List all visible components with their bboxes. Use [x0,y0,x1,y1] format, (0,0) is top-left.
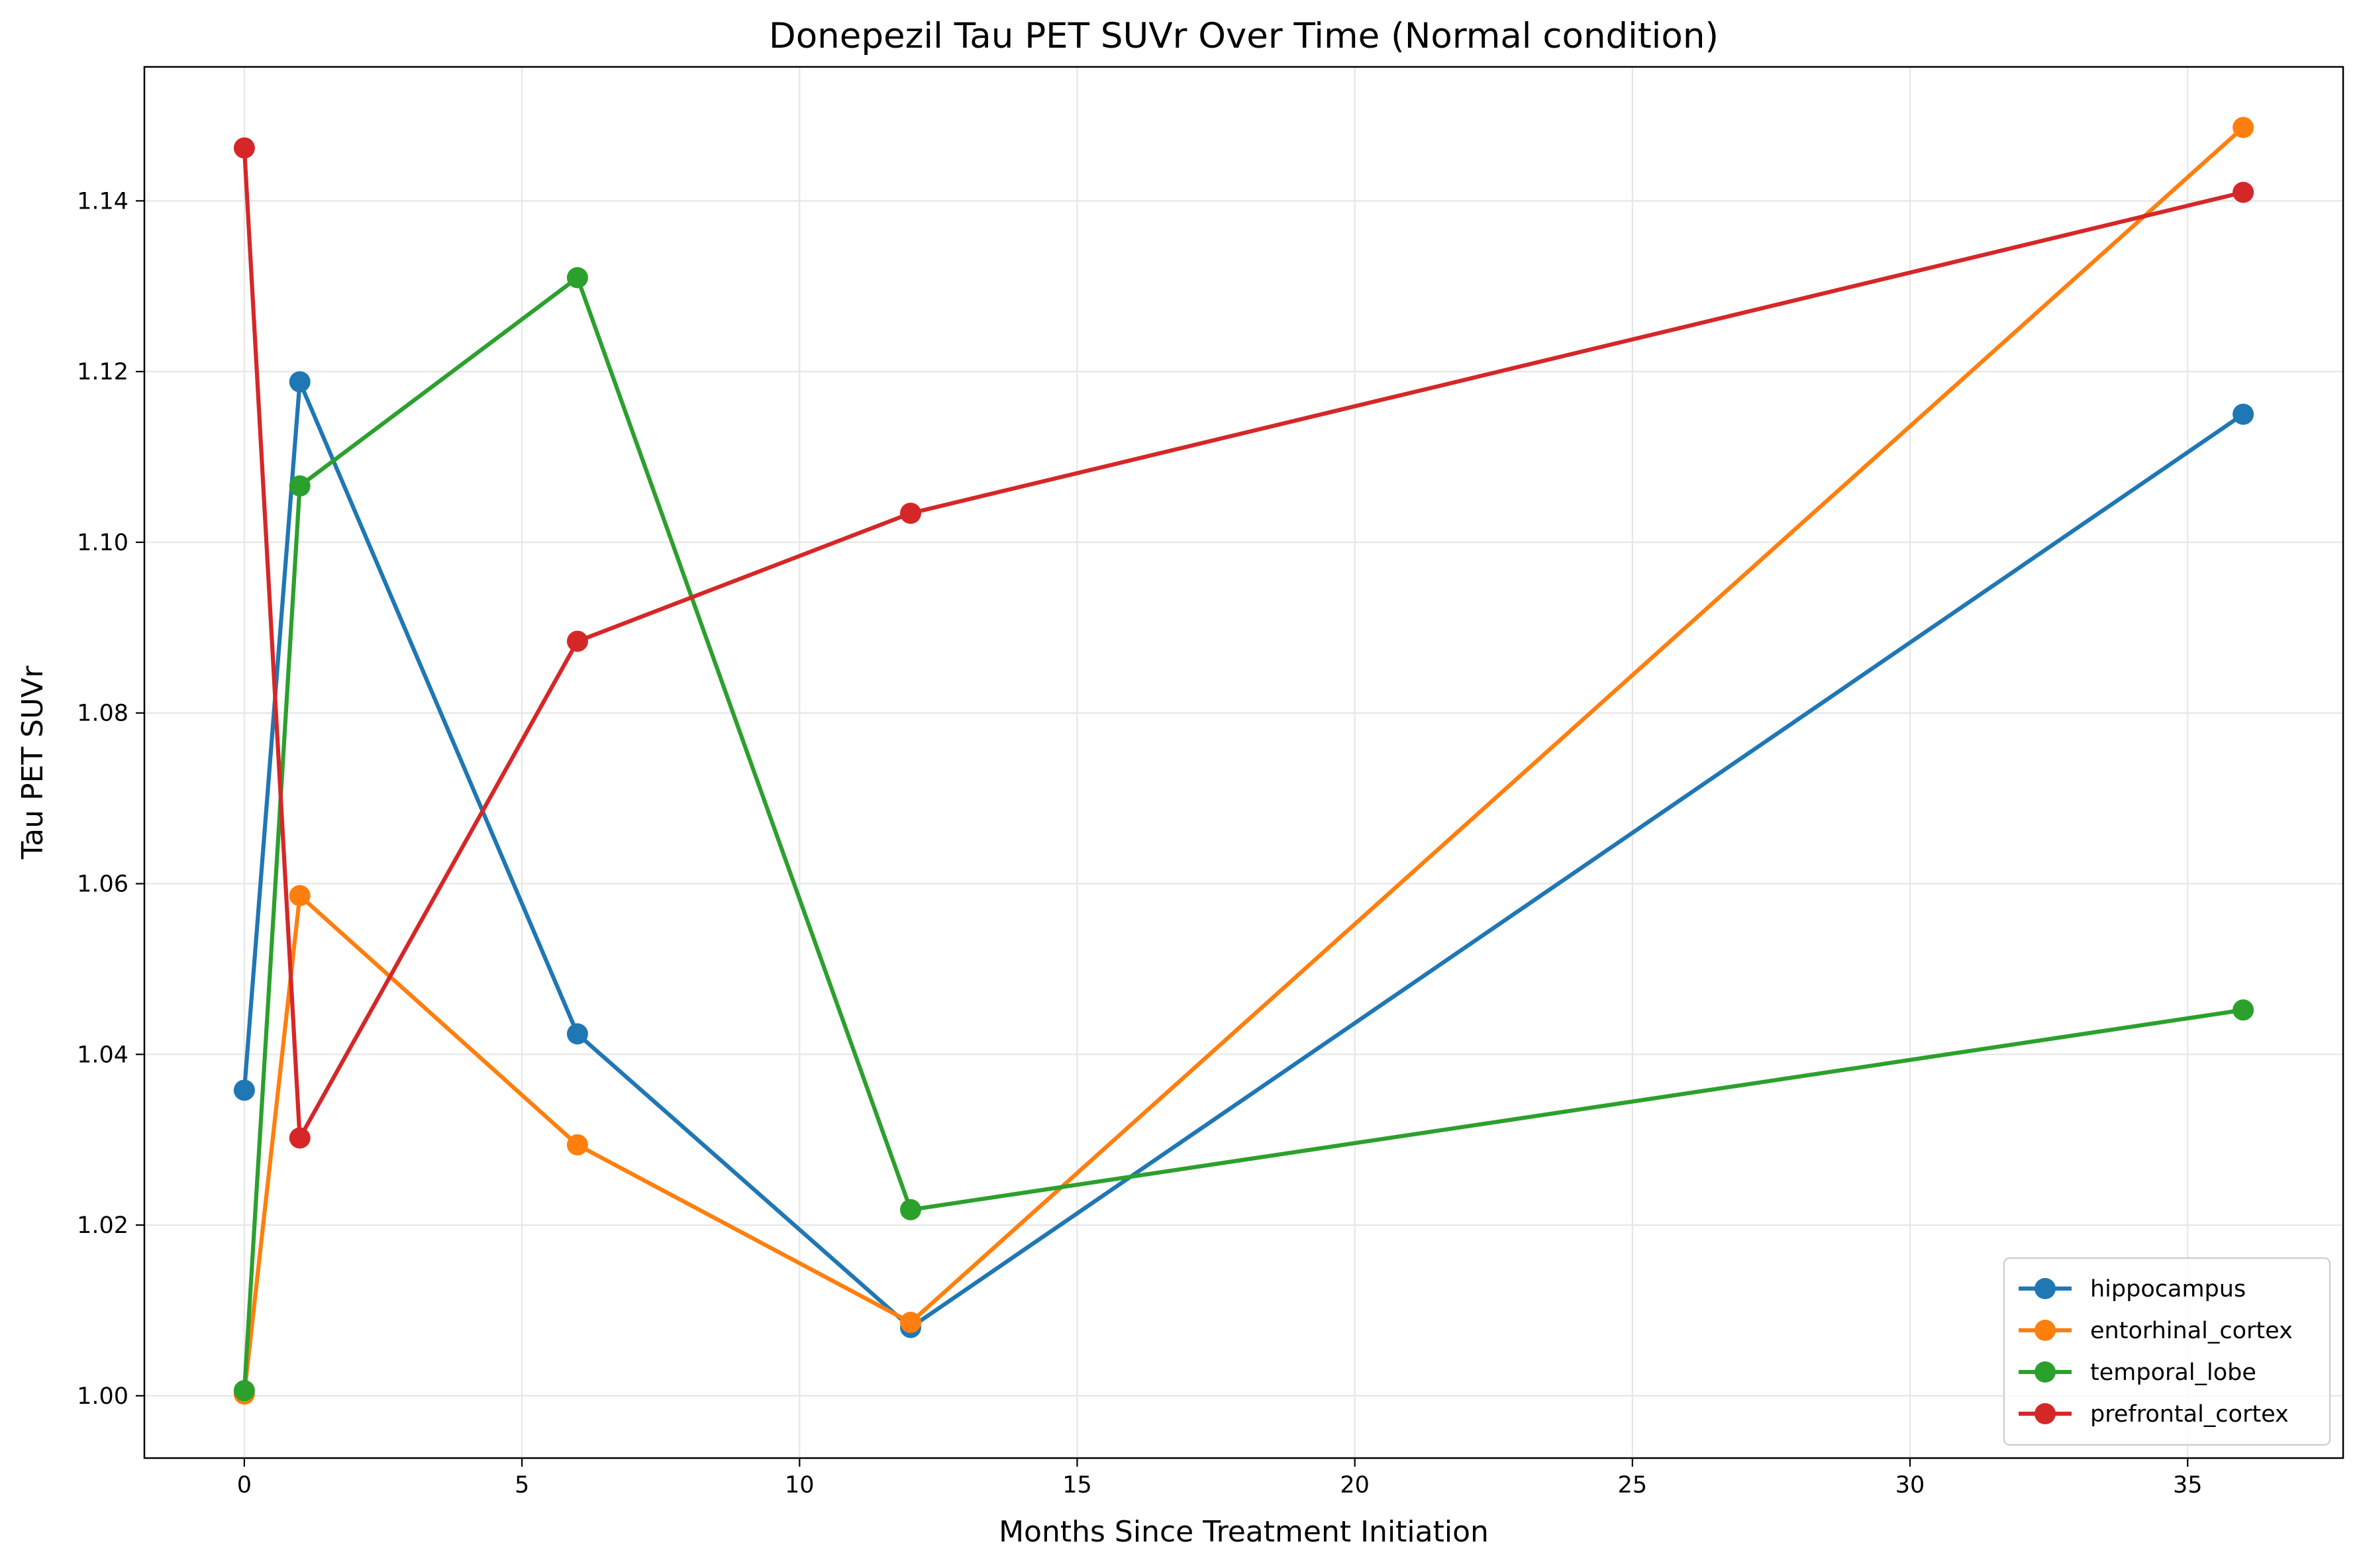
data-point-entorhinal_cortex [2233,117,2254,138]
data-point-hippocampus [2233,403,2254,425]
x-tick-label: 30 [1895,1472,1925,1498]
x-tick-label: 35 [2173,1472,2203,1498]
legend-item: entorhinal_cortex [2019,1318,2293,1344]
x-tick-label: 20 [1340,1472,1370,1498]
legend: hippocampus entorhinal_cortex temporal_lob… [2003,1257,2331,1446]
x-tick-label: 5 [515,1472,529,1498]
data-point-temporal_lobe [566,267,588,289]
legend-swatch-marker [2035,1278,2056,1299]
data-point-prefrontal_cortex [233,137,255,159]
x-tick-label: 0 [237,1472,252,1498]
series-hippocampus [233,371,2254,1338]
data-point-prefrontal_cortex [2233,181,2254,203]
y-tick-label: 1.02 [77,1212,128,1239]
data-point-hippocampus [566,1023,588,1045]
legend-swatch-marker [2035,1403,2056,1424]
y-tick-label: 1.08 [77,701,128,727]
y-tick-label: 1.12 [77,359,128,385]
legend-label: temporal_lobe [2090,1359,2256,1386]
legend-box [2003,1257,2331,1446]
y-tick-label: 1.04 [77,1042,128,1068]
legend-label: prefrontal_cortex [2090,1401,2289,1428]
axis-ticks: 0 5 10 15 20 25 30 35 1.00 1.02 1.04 1.06 1.08 1.10 1.… [77,188,2202,1498]
legend-label: hippocampus [2090,1276,2246,1302]
grid [144,67,2343,1458]
data-point-entorhinal_cortex [289,885,311,906]
data-point-temporal_lobe [2233,999,2254,1021]
legend-swatch-marker [2035,1361,2056,1383]
y-tick-label: 1.06 [77,871,128,898]
legend-item: temporal_lobe [2019,1359,2256,1386]
chart-title: Donepezil Tau PET SUVr Over Time (Normal… [769,16,1719,56]
y-axis-label: Tau PET SUVr [16,665,50,860]
y-tick-label: 1.00 [77,1383,128,1410]
legend-label: entorhinal_cortex [2090,1318,2293,1344]
data-point-prefrontal_cortex [566,630,588,652]
legend-item: prefrontal_cortex [2019,1401,2289,1428]
x-tick-label: 25 [1618,1472,1648,1498]
data-point-temporal_lobe [233,1380,255,1402]
data-point-temporal_lobe [899,1199,921,1220]
data-point-hippocampus [233,1079,255,1101]
data-point-prefrontal_cortex [899,503,921,524]
data-point-temporal_lobe [289,475,311,497]
legend-item: hippocampus [2019,1276,2246,1302]
data-point-entorhinal_cortex [899,1312,921,1334]
series-prefrontal_cortex [233,137,2254,1149]
y-tick-label: 1.10 [77,530,128,556]
y-tick-label: 1.14 [77,188,128,215]
data-point-prefrontal_cortex [289,1127,311,1149]
series-layer [233,117,2254,1405]
data-point-entorhinal_cortex [566,1134,588,1155]
data-point-hippocampus [289,371,311,393]
plot-frame [143,66,2344,1459]
x-tick-label: 10 [785,1472,815,1498]
x-axis-label: Months Since Treatment Initiation [999,1515,1489,1549]
x-tick-label: 15 [1062,1472,1092,1498]
legend-swatch-marker [2035,1320,2056,1341]
